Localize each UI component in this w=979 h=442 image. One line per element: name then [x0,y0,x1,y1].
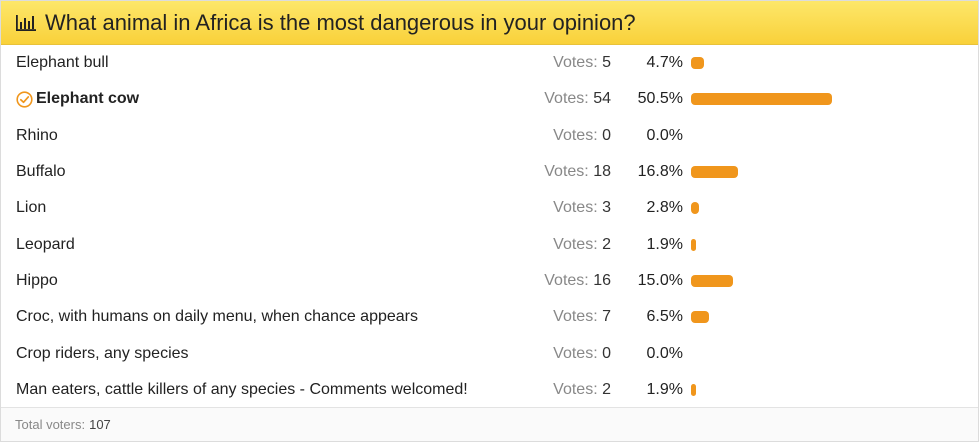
votes-label: Votes: [544,271,589,289]
option-votes: Votes: 5 [553,54,611,72]
option-bar-track [691,383,832,396]
option-percent: 1.9% [646,380,683,398]
poll-options: Elephant bull Votes: 5 4.7% Elephant cow Vot… [1,45,978,408]
bar-chart-icon [15,14,37,32]
option-label: Elephant bull [16,54,109,72]
option-votes: Votes: 3 [553,199,611,217]
option-label-text: Lion [16,199,47,217]
option-percent: 0.0% [646,344,683,362]
option-bar-track [691,202,832,215]
option-votes: Votes: 0 [553,127,611,145]
poll-footer: Total voters: 107 [1,407,978,441]
check-circle-icon [16,91,33,108]
poll-option-row: Crop riders, any species Votes: 0 0.0% [1,335,978,371]
option-label: Hippo [16,272,58,290]
votes-count: 2 [602,235,611,253]
poll-option-row: Man eaters, cattle killers of any specie… [1,372,978,408]
option-bar-track [691,130,832,142]
poll-title: What animal in Africa is the most danger… [45,9,636,35]
option-label: Man eaters, cattle killers of any specie… [16,381,468,399]
poll-option-row: Lion Votes: 3 2.8% [1,190,978,226]
votes-label: Votes: [553,235,598,253]
option-label-text: Leopard [16,235,75,253]
option-percent: 16.8% [637,163,683,181]
option-votes: Votes: 54 [544,90,611,108]
option-bar [691,274,733,287]
votes-label: Votes: [553,199,598,217]
option-bar [691,383,696,396]
option-label-text: Buffalo [16,163,66,181]
option-label-text: Croc, with humans on daily menu, when ch… [16,308,418,326]
option-votes: Votes: 7 [553,308,611,326]
option-label-text: Hippo [16,271,58,289]
option-label-text: Rhino [16,126,58,144]
option-bar [691,57,704,70]
votes-count: 7 [602,308,611,326]
option-label: Croc, with humans on daily menu, when ch… [16,308,418,326]
option-votes: Votes: 2 [553,236,611,254]
option-bar-track [691,57,832,70]
option-label-text: Elephant bull [16,54,109,72]
option-label-text: Man eaters, cattle killers of any specie… [16,380,468,398]
option-label: Lion [16,199,46,217]
votes-count: 18 [593,163,611,181]
option-bar-track [691,348,832,360]
option-bar [691,202,699,215]
poll-header: What animal in Africa is the most danger… [1,1,978,45]
option-percent: 15.0% [637,271,683,289]
option-bar [691,166,738,179]
option-label: Leopard [16,236,75,254]
option-percent: 0.0% [646,126,683,144]
option-bar-track [691,166,832,179]
option-label: Elephant cow [16,90,139,108]
votes-label: Votes: [553,308,598,326]
votes-label: Votes: [544,163,589,181]
option-bar-track [691,311,832,324]
option-percent: 4.7% [646,54,683,72]
option-bar-track [691,93,832,106]
poll-option-row: Leopard Votes: 2 1.9% [1,226,978,262]
votes-label: Votes: [553,380,598,398]
option-bar [691,238,696,251]
option-percent: 2.8% [646,199,683,217]
option-percent: 50.5% [637,90,683,108]
votes-count: 5 [602,54,611,72]
votes-label: Votes: [553,126,598,144]
total-voters-value: 107 [89,417,111,432]
option-bar-track [691,238,832,251]
votes-label: Votes: [553,344,598,362]
votes-label: Votes: [544,90,589,108]
option-percent: 6.5% [646,308,683,326]
poll-option-row: Rhino Votes: 0 0.0% [1,118,978,154]
option-bar [691,93,832,106]
option-votes: Votes: 0 [553,345,611,363]
option-label: Rhino [16,127,58,145]
option-percent: 1.9% [646,235,683,253]
option-bar [691,311,709,324]
votes-count: 16 [593,271,611,289]
votes-label: Votes: [553,54,598,72]
poll-option-row: Elephant cow Votes: 54 50.5% [1,81,978,117]
votes-count: 3 [602,199,611,217]
votes-count: 0 [602,126,611,144]
total-voters-label: Total voters: [15,417,86,432]
poll-option-row: Hippo Votes: 16 15.0% [1,263,978,299]
option-votes: Votes: 18 [544,163,611,181]
option-label-text: Crop riders, any species [16,344,189,362]
votes-count: 54 [593,90,611,108]
option-label-text: Elephant cow [36,90,140,108]
option-label: Crop riders, any species [16,345,189,363]
option-votes: Votes: 16 [544,272,611,290]
option-label: Buffalo [16,163,66,181]
poll-option-row: Buffalo Votes: 18 16.8% [1,154,978,190]
votes-count: 2 [602,380,611,398]
option-votes: Votes: 2 [553,381,611,399]
votes-count: 0 [602,344,611,362]
poll-option-row: Croc, with humans on daily menu, when ch… [1,299,978,335]
poll-option-row: Elephant bull Votes: 5 4.7% [1,45,978,81]
option-bar-track [691,274,832,287]
